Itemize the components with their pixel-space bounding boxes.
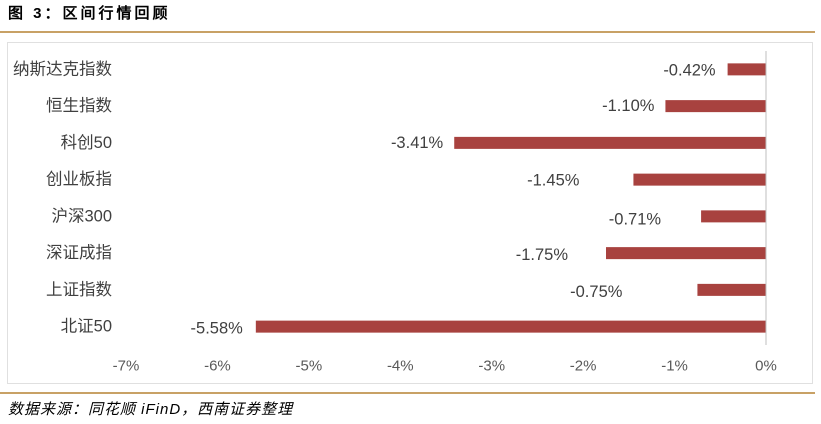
category-label: 创业板指 [46, 170, 112, 189]
category-label: 深证成指 [46, 243, 112, 262]
bar [701, 210, 766, 223]
bar [255, 320, 767, 333]
category-label: 纳斯达克指数 [13, 59, 113, 78]
x-tick-label: 0% [755, 358, 777, 375]
bar [633, 173, 766, 186]
bar [727, 63, 766, 76]
data-label: -1.45% [527, 172, 580, 190]
bars [255, 63, 767, 333]
data-label: -5.58% [191, 320, 244, 338]
data-label: -0.42% [663, 61, 716, 79]
x-tick-label: -1% [661, 358, 688, 375]
source-rule [0, 392, 815, 394]
bar [454, 136, 766, 149]
data-label: -0.71% [609, 210, 662, 228]
x-tick-label: -4% [387, 358, 414, 375]
chart-frame [7, 42, 813, 384]
category-label: 沪深300 [51, 206, 112, 225]
data-label: -1.10% [602, 97, 655, 115]
data-label: -0.75% [570, 283, 623, 301]
category-label: 上证指数 [46, 280, 113, 299]
x-tick-label: -5% [296, 358, 323, 375]
x-tick-labels: -7% -6% -5% -4% -3% -2% -1% 0% [113, 358, 777, 375]
category-label: 科创50 [61, 133, 112, 152]
data-label: -3.41% [391, 134, 444, 152]
source-note: 数据来源：同花顺 iFinD，西南证券整理 [8, 401, 294, 418]
category-label: 恒生指数 [46, 96, 113, 115]
x-tick-label: -7% [113, 358, 140, 375]
bar [665, 100, 766, 113]
category-label: 北证50 [61, 317, 112, 336]
bar [606, 247, 766, 260]
figure-title: 图 3：区间行情回顾 [8, 5, 171, 22]
data-labels: -0.42% -1.10% -3.41% -1.45% -0.71% -1.75% -0.7… [191, 61, 716, 337]
x-tick-label: -3% [478, 358, 505, 375]
bar [697, 283, 766, 296]
data-label: -1.75% [516, 246, 569, 264]
x-tick-label: -6% [204, 358, 231, 375]
title-rule [0, 31, 815, 33]
x-tick-label: -2% [570, 358, 597, 375]
